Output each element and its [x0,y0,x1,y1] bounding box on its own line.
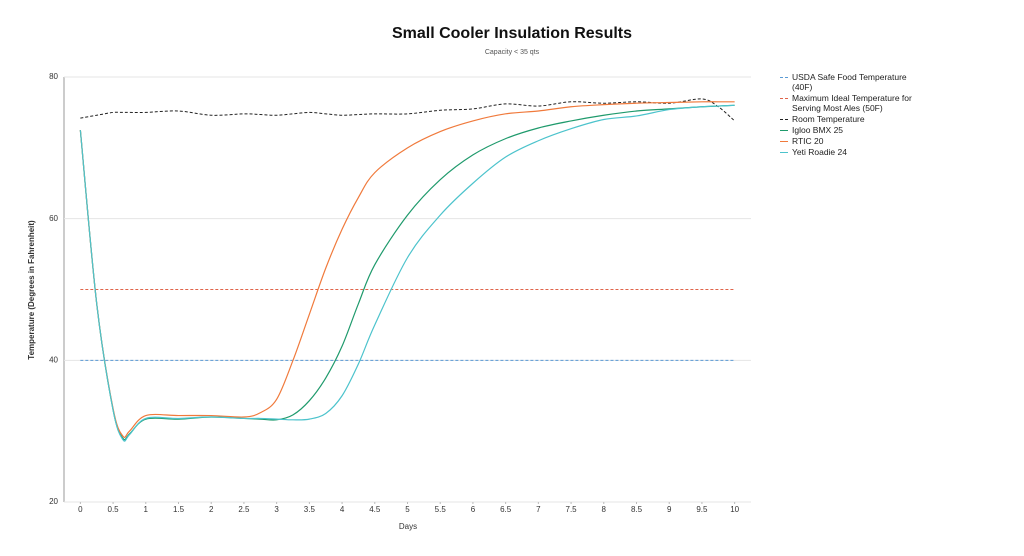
legend-item: RTIC 20 [780,136,925,146]
x-tick-label: 7.5 [566,505,578,514]
legend-label: Yeti Roadie 24 [792,147,847,157]
legend-label: RTIC 20 [792,136,824,146]
legend: USDA Safe Food Temperature (40F) Maximum … [780,72,925,158]
legend-swatch [780,130,788,131]
x-tick-label: 0.5 [108,505,120,514]
x-tick-label: 2 [209,505,214,514]
x-tick-label: 6 [471,505,476,514]
x-tick-label: 3.5 [304,505,316,514]
x-axis-label: Days [399,522,417,531]
legend-item: Maximum Ideal Temperature for Serving Mo… [780,93,925,113]
series-line [79,104,735,442]
chart-subtitle: Capacity < 35 qts [485,49,540,56]
y-tick-label: 20 [49,497,58,506]
series-line [79,104,735,441]
x-tick-label: 6.5 [500,505,512,514]
series-line [79,101,735,439]
x-tick-label: 9.5 [696,505,708,514]
y-tick-label: 60 [49,214,58,223]
legend-swatch [780,141,788,142]
legend-item: Room Temperature [780,114,925,124]
legend-item: Igloo BMX 25 [780,125,925,135]
y-tick-label: 80 [49,72,58,81]
x-tick-label: 1 [144,505,149,514]
y-axis-label: Temperature (Degrees in Fahrenheit) [27,220,36,360]
x-tick-label: 8.5 [631,505,643,514]
x-tick-label: 5.5 [435,505,447,514]
x-tick-label: 8 [602,505,607,514]
x-tick-label: 7 [536,505,541,514]
x-tick-label: 10 [730,505,739,514]
x-tick-label: 4 [340,505,345,514]
x-tick-label: 4.5 [369,505,381,514]
x-tick-label: 2.5 [238,505,250,514]
legend-label: USDA Safe Food Temperature (40F) [792,72,907,92]
legend-swatch [780,98,788,99]
x-tick-label: 5 [405,505,410,514]
x-tick-label: 9 [667,505,672,514]
legend-swatch [780,152,788,153]
x-tick-label: 0 [78,505,83,514]
legend-swatch [780,119,788,120]
legend-label: Room Temperature [792,114,865,124]
legend-item: Yeti Roadie 24 [780,147,925,157]
legend-swatch [780,77,788,78]
legend-item: USDA Safe Food Temperature (40F) [780,72,925,92]
series-line [80,98,735,122]
legend-label: Igloo BMX 25 [792,125,844,135]
legend-label: Maximum Ideal Temperature for Serving Mo… [792,93,912,113]
x-tick-label: 3 [274,505,279,514]
y-tick-label: 40 [49,355,58,364]
chart-title: Small Cooler Insulation Results [392,25,632,42]
x-tick-label: 1.5 [173,505,185,514]
